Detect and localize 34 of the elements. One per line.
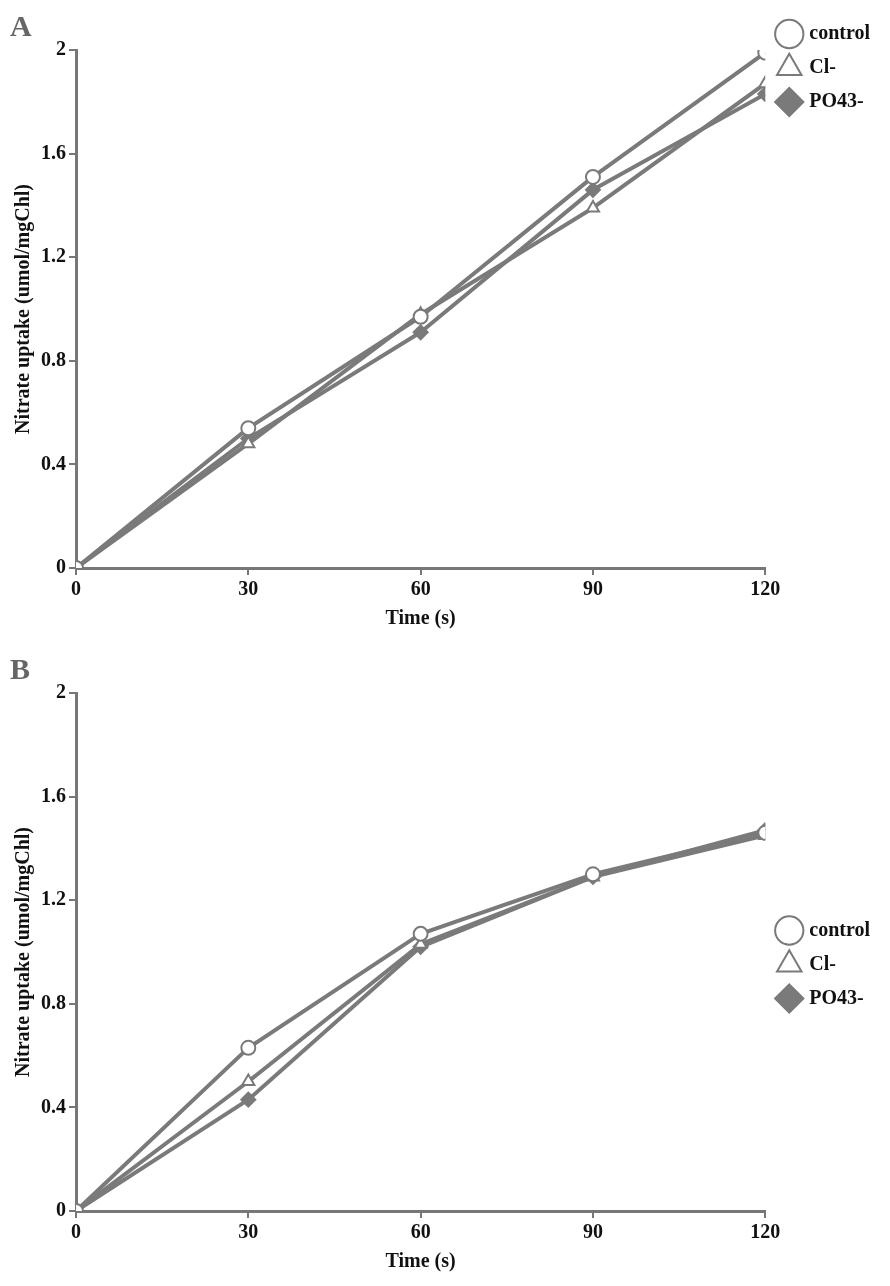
y-axis-title: Nitrate uptake (umol/mgChl) bbox=[11, 184, 35, 434]
y-tick-label: 1.2 bbox=[41, 887, 66, 910]
x-tick-label: 90 bbox=[582, 577, 603, 600]
legend-label: Cl- bbox=[809, 951, 836, 974]
x-tick-label: 0 bbox=[71, 1220, 81, 1243]
y-tick-label: 0 bbox=[56, 1198, 66, 1221]
legend-label: PO43- bbox=[809, 985, 864, 1008]
y-tick-label: 1.6 bbox=[41, 140, 66, 163]
legend-label: Cl- bbox=[809, 55, 836, 78]
x-tick-label: 60 bbox=[410, 577, 431, 600]
y-tick-label: 0.4 bbox=[41, 1094, 66, 1117]
legend-label: control bbox=[809, 917, 871, 940]
x-axis-title: Time (s) bbox=[385, 606, 456, 630]
legend-label: PO43- bbox=[809, 89, 864, 112]
x-tick-label: 0 bbox=[71, 577, 81, 600]
chart-title: B bbox=[10, 651, 31, 685]
legend-label: control bbox=[809, 21, 871, 44]
y-tick-label: 0.8 bbox=[41, 347, 66, 370]
x-tick-label: 90 bbox=[582, 1220, 603, 1243]
chart-title: A bbox=[10, 8, 32, 42]
y-tick-label: 0.4 bbox=[41, 451, 66, 474]
x-axis-title: Time (s) bbox=[385, 1249, 456, 1273]
y-tick-label: 1.6 bbox=[41, 783, 66, 806]
x-tick-label: 30 bbox=[238, 577, 259, 600]
y-tick-label: 2 bbox=[56, 37, 66, 60]
y-tick-label: 1.2 bbox=[41, 244, 66, 267]
x-tick-label: 60 bbox=[410, 1220, 431, 1243]
y-axis-title: Nitrate uptake (umol/mgChl) bbox=[11, 827, 35, 1077]
x-tick-label: 120 bbox=[750, 577, 781, 600]
y-tick-label: 2 bbox=[56, 680, 66, 703]
x-tick-label: 30 bbox=[238, 1220, 259, 1243]
y-tick-label: 0.8 bbox=[41, 990, 66, 1013]
y-tick-label: 0 bbox=[56, 555, 66, 578]
x-tick-label: 120 bbox=[750, 1220, 781, 1243]
